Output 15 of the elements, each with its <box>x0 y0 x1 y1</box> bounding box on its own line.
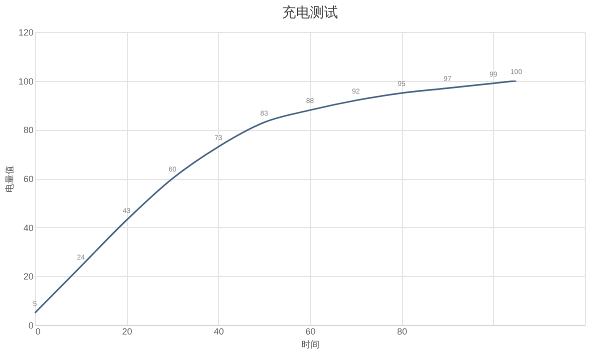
chart-title: 充电测试 <box>282 4 338 20</box>
y-tick-label: 120 <box>18 28 34 38</box>
x-tick-label: 20 <box>122 326 132 336</box>
y-tick-label: 80 <box>23 125 34 136</box>
x-tick-label: 80 <box>397 326 408 336</box>
y-tick-label: 60 <box>23 174 34 184</box>
y-tick-label: 40 <box>23 222 34 233</box>
x-tick-label: 60 <box>305 326 316 336</box>
line-series <box>34 80 518 314</box>
x-tick-label: 40 <box>214 326 224 336</box>
x-axis-title: 时间 <box>302 340 320 350</box>
y-tick-label: 20 <box>23 272 34 282</box>
y-axis-title: 电量值 <box>4 166 14 192</box>
x-tick-label: 0 <box>36 326 41 336</box>
y-tick-label: 100 <box>18 76 34 86</box>
